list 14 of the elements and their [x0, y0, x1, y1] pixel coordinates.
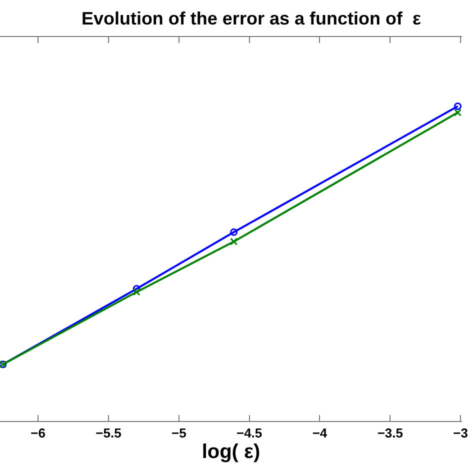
point [230, 238, 238, 246]
x-tick-label: −3 [453, 426, 468, 441]
point [132, 288, 140, 296]
x-tick-label: −4.5 [236, 426, 262, 441]
x-axis-title: log( ε) [202, 441, 260, 464]
x-tick-label: −5.5 [96, 426, 122, 441]
point [230, 228, 238, 236]
x-tick-label: −3.5 [377, 426, 403, 441]
point [454, 102, 462, 110]
x-tick-label: −4 [312, 426, 328, 441]
x-tick-label: −5 [171, 426, 186, 441]
chart-title: Evolution of the error as a function of ε [81, 8, 422, 28]
point [454, 108, 462, 116]
x-tick-label: −6 [30, 426, 46, 441]
